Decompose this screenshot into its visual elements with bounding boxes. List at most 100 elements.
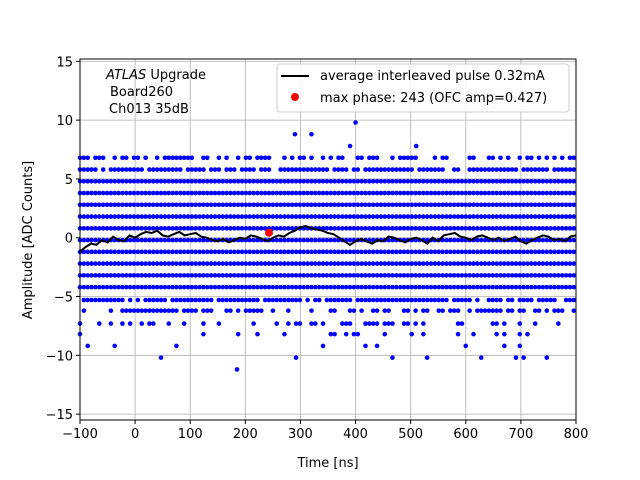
data-point [532, 249, 538, 255]
data-point [116, 284, 121, 290]
data-point [316, 261, 322, 266]
data-point [286, 249, 291, 255]
data-point [247, 273, 253, 278]
annotation-upgrade: Upgrade [146, 68, 206, 83]
data-point [313, 297, 318, 303]
y-tick-label: 10 [56, 114, 73, 129]
data-point [544, 249, 550, 255]
data-point [255, 190, 260, 196]
data-point [490, 226, 496, 231]
data-point [170, 261, 175, 266]
data-point [351, 214, 357, 219]
data-point [478, 178, 484, 184]
data-point [93, 155, 98, 161]
data-point [255, 237, 260, 243]
data-point [143, 190, 148, 196]
data-point [166, 321, 172, 326]
data-point [89, 190, 94, 196]
data-point [112, 167, 118, 172]
data-point [336, 249, 341, 255]
data-point [459, 273, 465, 278]
data-point [544, 190, 550, 196]
data-point [517, 155, 523, 161]
data-point [305, 190, 310, 196]
data-point [89, 284, 94, 290]
data-point [432, 261, 438, 266]
data-point [475, 237, 480, 243]
data-point [123, 308, 129, 313]
data-point [170, 214, 175, 219]
data-point [81, 284, 87, 290]
data-point [235, 297, 241, 303]
data-point [374, 249, 380, 255]
data-point [309, 214, 314, 219]
data-point [189, 273, 195, 278]
data-point [563, 226, 569, 231]
data-point [428, 178, 434, 184]
data-point [475, 261, 480, 266]
data-point [282, 202, 287, 208]
data-point [490, 178, 496, 184]
data-point [359, 308, 364, 313]
data-point [386, 308, 391, 313]
data-point [340, 155, 345, 161]
data-point [274, 178, 280, 184]
data-point [154, 155, 160, 161]
data-point [189, 178, 195, 184]
data-point [428, 249, 434, 255]
data-point [170, 308, 175, 313]
data-point [517, 321, 523, 326]
data-point [208, 284, 214, 290]
data-point [351, 308, 357, 313]
data-point [436, 284, 442, 290]
data-point [220, 214, 226, 219]
data-point [459, 178, 465, 184]
data-point [397, 284, 403, 290]
data-point [104, 261, 110, 266]
data-point [517, 178, 523, 184]
data-point [529, 167, 534, 172]
data-point [413, 297, 418, 303]
data-point [563, 202, 569, 208]
data-point [274, 297, 280, 303]
data-point [490, 214, 496, 219]
data-point [521, 167, 526, 172]
data-point [525, 273, 530, 278]
data-point [536, 226, 542, 231]
data-point [135, 190, 141, 196]
data-point [513, 249, 519, 255]
data-point [96, 190, 102, 196]
data-point [459, 297, 465, 303]
data-point [301, 178, 307, 184]
data-point [405, 261, 411, 266]
data-point [255, 261, 260, 266]
data-point [297, 321, 303, 326]
data-point [96, 202, 102, 208]
data-point [386, 284, 391, 290]
data-point [521, 249, 526, 255]
data-point [189, 167, 195, 172]
data-point [123, 167, 129, 172]
data-point [278, 214, 283, 219]
data-point [494, 321, 499, 326]
data-point [170, 284, 175, 290]
data-point [517, 214, 523, 219]
data-point [112, 343, 118, 349]
data-point [232, 297, 237, 303]
data-point [262, 284, 268, 290]
data-point [490, 190, 496, 196]
data-point [386, 321, 391, 326]
data-point [336, 297, 341, 303]
data-point [540, 249, 546, 255]
data-point [382, 273, 388, 278]
data-point [494, 249, 499, 255]
data-point [343, 261, 349, 266]
data-point [544, 178, 550, 184]
data-point [205, 297, 210, 303]
data-point [274, 273, 280, 278]
data-point [347, 321, 353, 326]
data-point [166, 155, 172, 161]
data-point [409, 297, 415, 303]
data-point [382, 331, 388, 337]
data-point [436, 249, 442, 255]
